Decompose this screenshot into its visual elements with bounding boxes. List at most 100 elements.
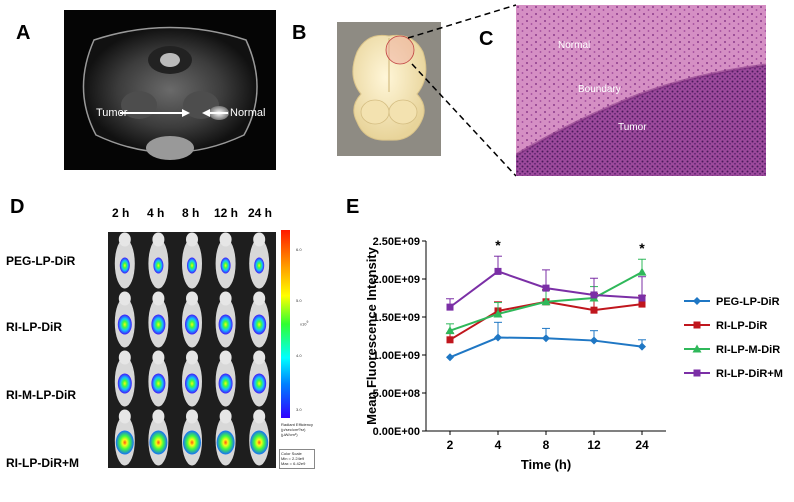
data-point — [541, 297, 551, 306]
in-vivo-imaging-grid — [108, 232, 276, 468]
row-label-ri-lp-dir: RI-LP-DiR — [6, 320, 62, 334]
mice-drawing — [114, 232, 270, 466]
y-tick-label: 2.50E+09 — [373, 236, 420, 248]
fluorescence-signal — [149, 430, 168, 455]
mouse-head — [219, 232, 232, 247]
mouse-head — [118, 350, 131, 365]
x-tick-label: 24 — [635, 438, 649, 452]
time-header-12h: 12 h — [214, 206, 239, 220]
fluorescence-signal — [252, 314, 267, 335]
data-point — [542, 284, 550, 292]
mri-scan-image: Tumor Normal — [64, 10, 276, 170]
fluorescence-signal — [218, 373, 233, 394]
colorbar-tick: 4.0 — [296, 353, 302, 358]
histology-boundary-label: Boundary — [578, 84, 621, 95]
y-tick-label: 1.00E+09 — [373, 350, 420, 362]
mouse-head — [253, 409, 266, 424]
fluorescence-line-chart: 0.00E+00 5.00E+08 1.00E+09 1.50E+09 2.00E+09… — [364, 236, 783, 472]
histology-tumor-label: Tumor — [618, 122, 647, 133]
fluorescence-signal — [115, 430, 134, 455]
x-tick-label: 4 — [495, 438, 502, 452]
significance-marker: * — [639, 240, 645, 256]
mouse-head — [152, 409, 165, 424]
y-tick-label: 0.00E+00 — [373, 426, 420, 438]
data-point — [692, 344, 702, 353]
data-point — [693, 321, 701, 329]
y-tick-label: 5.00E+08 — [373, 388, 420, 400]
fluorescence-signal — [254, 257, 265, 274]
mouse-head — [219, 291, 232, 306]
fluorescence-signal — [153, 257, 164, 274]
data-point — [590, 306, 598, 314]
fluorescence-signal — [117, 314, 132, 335]
mouse-head — [186, 291, 198, 306]
x-tick-label: 2 — [447, 438, 454, 452]
panel-label-a: A — [16, 22, 31, 44]
fluorescence-signal — [185, 373, 199, 394]
y-tick-label: 2.00E+09 — [373, 274, 420, 286]
data-point — [494, 333, 502, 342]
time-header-2h: 2 h — [112, 206, 130, 220]
data-point — [445, 326, 455, 335]
fluorescence-signal — [151, 373, 166, 394]
data-point — [542, 334, 550, 343]
mri-tumor-label: Tumor — [96, 107, 128, 119]
row-label-ri-lp-dir-m: RI-LP-DiR+M — [6, 456, 79, 470]
fluorescence-signal — [119, 257, 130, 274]
x-axis-label: Time (h) — [521, 457, 571, 472]
brain-drawing — [352, 34, 427, 141]
data-point — [493, 309, 503, 318]
panel-label-d: D — [10, 196, 25, 218]
fluorescence-signal — [117, 373, 132, 394]
fluorescence-signal — [151, 314, 166, 335]
panel-label-e: E — [346, 196, 360, 218]
histology-drawing — [516, 5, 766, 176]
significance-marker: * — [495, 237, 501, 253]
mouse-head — [253, 350, 266, 365]
mouse-head — [152, 232, 165, 247]
y-axis-label: Mean Fluorescence Intensity — [364, 246, 379, 424]
mri-drawing — [82, 26, 258, 160]
mouse-head — [118, 232, 131, 247]
mouse-head — [152, 350, 165, 365]
color-scale-box: Color Scale Min = 2.24e9 Max = 6.42e9 — [279, 449, 315, 469]
legend-label: RI-LP-DiR — [716, 320, 767, 332]
fluorescence-signal — [187, 257, 197, 274]
row-label-peg-lp-dir: PEG-LP-DiR — [6, 254, 76, 268]
mouse-head — [118, 409, 131, 424]
mouse-head — [152, 291, 165, 306]
fluorescence-signal — [216, 430, 235, 455]
mri-normal-label: Normal — [230, 107, 266, 119]
colorbar-units: Radiant Efficiency (p/sec/cm²/sr) (µW/cm… — [281, 422, 313, 437]
data-point — [693, 369, 701, 377]
panel-label-b: B — [292, 22, 307, 44]
fluorescence-signal — [183, 430, 201, 455]
data-point — [638, 300, 646, 308]
mouse-head — [186, 409, 198, 424]
colorbar — [281, 230, 290, 418]
colorbar-tick: 5.0 — [296, 298, 302, 303]
data-point — [590, 336, 598, 345]
data-point — [590, 291, 598, 299]
time-header-8h: 8 h — [182, 206, 200, 220]
histology-image: Normal Boundary Tumor — [516, 5, 766, 176]
mouse-head — [253, 232, 266, 247]
fluorescence-signal — [218, 314, 233, 335]
data-point — [446, 303, 454, 311]
mouse-head — [219, 409, 232, 424]
brain-photo — [337, 22, 441, 156]
time-header-24h: 24 h — [248, 206, 273, 220]
colorbar-exponent: x109 — [300, 320, 309, 327]
colorbar-tick: 6.0 — [296, 247, 302, 252]
panel-label-c: C — [479, 28, 494, 50]
data-point — [693, 297, 701, 305]
data-point — [637, 267, 647, 276]
mouse-head — [186, 350, 198, 365]
fluorescence-signal — [250, 430, 269, 455]
fluorescence-signal — [185, 314, 199, 335]
histology-normal-label: Normal — [558, 40, 591, 51]
y-tick-label: 1.50E+09 — [373, 312, 420, 324]
fluorescence-signal — [252, 373, 267, 394]
